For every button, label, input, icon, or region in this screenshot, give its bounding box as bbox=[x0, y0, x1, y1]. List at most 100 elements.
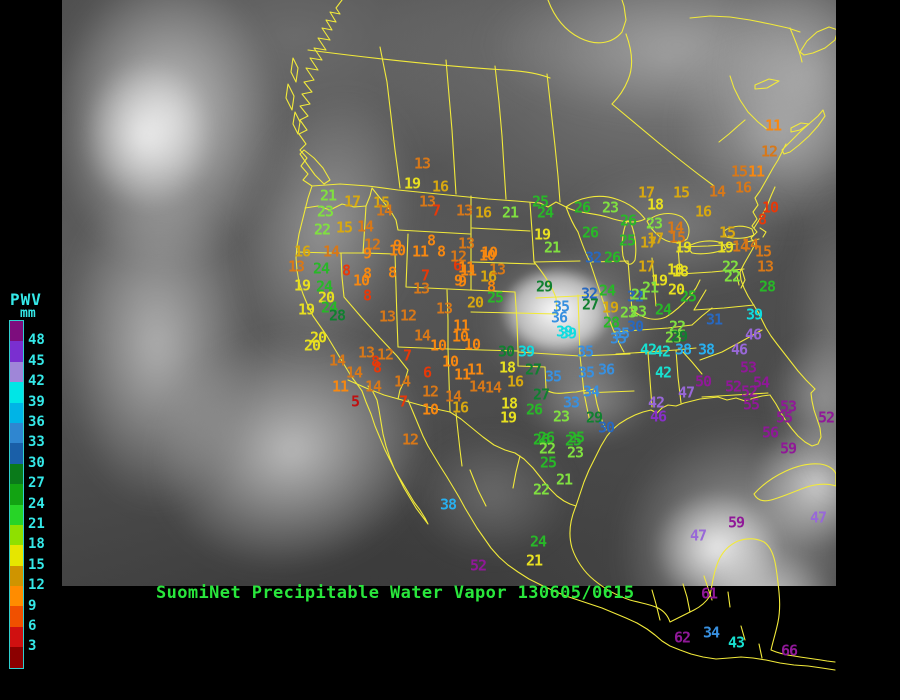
legend-label: 21 bbox=[28, 516, 45, 532]
ar-la-border bbox=[583, 390, 635, 394]
nv-ut-border bbox=[394, 253, 399, 348]
wy-borders bbox=[405, 195, 516, 293]
mexico-state-lines bbox=[455, 412, 521, 507]
bc-alberta-border bbox=[379, 46, 401, 189]
legend-swatch bbox=[10, 321, 23, 342]
sask-manitoba-border bbox=[494, 65, 507, 200]
lake-huron bbox=[646, 212, 690, 244]
ca-nv-border bbox=[340, 252, 409, 400]
legend-colorbar bbox=[9, 320, 24, 669]
ok-panhandle bbox=[517, 350, 547, 389]
legend-swatch bbox=[10, 647, 23, 668]
ut-co-border bbox=[446, 289, 449, 350]
chesapeake-bay bbox=[736, 269, 746, 289]
legend-swatch bbox=[10, 382, 23, 403]
legend-label: 3 bbox=[28, 638, 37, 655]
legend-swatch bbox=[10, 361, 23, 383]
in-oh-border bbox=[651, 257, 657, 307]
newfoundland bbox=[799, 26, 836, 56]
ky-tn-border bbox=[613, 324, 693, 333]
ne-mo-river bbox=[470, 261, 558, 315]
sd-ne-border bbox=[471, 261, 536, 265]
legend-swatch bbox=[10, 402, 23, 423]
legend-swatch bbox=[10, 606, 23, 627]
quebec-north-shore bbox=[689, 15, 803, 63]
legend-swatch bbox=[10, 341, 23, 362]
legend-title: PWV bbox=[10, 290, 42, 309]
legend-label: 33 bbox=[28, 434, 45, 451]
legend-label: 39 bbox=[28, 393, 45, 410]
prince-edward-island bbox=[790, 122, 810, 133]
legend-swatch bbox=[10, 565, 23, 587]
or-ca-nv-border bbox=[296, 251, 396, 255]
legend-label: 9 bbox=[28, 597, 37, 614]
baja-peninsula bbox=[361, 385, 429, 525]
legend-swatch bbox=[10, 443, 23, 464]
nova-scotia bbox=[781, 109, 826, 155]
lake-michigan bbox=[621, 220, 637, 265]
il-in-border bbox=[627, 260, 633, 311]
ia-mo-border bbox=[535, 294, 599, 299]
hudson-james-bay bbox=[547, 0, 633, 105]
al-ga-border bbox=[675, 349, 682, 404]
ut-az-co-nm-border bbox=[397, 346, 519, 352]
mn-wi-border bbox=[565, 206, 579, 233]
coastline-atlantic bbox=[739, 176, 816, 390]
legend-label: 45 bbox=[28, 352, 45, 369]
manitoba-ontario-border bbox=[546, 73, 561, 203]
mo-ar-la-west bbox=[577, 294, 591, 423]
co-ks-border bbox=[514, 291, 519, 352]
anticosti-island bbox=[754, 78, 780, 90]
legend-label: 15 bbox=[28, 556, 45, 573]
ny-quebec-border bbox=[753, 186, 776, 229]
red-river-border bbox=[545, 388, 607, 431]
legend-label: 48 bbox=[28, 332, 45, 349]
wi-il-border bbox=[589, 260, 629, 263]
legend-swatch bbox=[10, 545, 23, 566]
legend-swatch bbox=[10, 504, 23, 525]
nc-sc-border bbox=[699, 329, 763, 361]
ks-ok-border bbox=[517, 351, 581, 357]
long-island bbox=[746, 227, 767, 243]
legend-label: 18 bbox=[28, 536, 45, 553]
mississippi-river bbox=[577, 231, 625, 353]
id-mt-border bbox=[371, 187, 471, 235]
nc-va-border bbox=[693, 304, 755, 311]
pwv-legend: PWV mm 48 45 42 39 36 33 30 27 24 21 18 15 12 9 6 3 bbox=[6, 290, 78, 682]
st-lawrence bbox=[718, 75, 769, 143]
mexico-gulf-coast bbox=[569, 505, 711, 623]
va-wv-border bbox=[689, 279, 707, 311]
nd-sd-border bbox=[471, 227, 531, 232]
coastline-islands bbox=[285, 57, 301, 135]
ky-va-border bbox=[691, 307, 713, 326]
legend-label: 24 bbox=[28, 495, 45, 512]
mo-ar-border bbox=[579, 353, 631, 357]
coastline-mexico-pacific bbox=[407, 399, 836, 671]
territories-border bbox=[307, 49, 551, 79]
legend-swatch bbox=[10, 463, 23, 485]
legend-label: 42 bbox=[28, 373, 45, 390]
ga-fl-border bbox=[701, 392, 769, 398]
ms-al-border bbox=[647, 351, 653, 408]
lake-erie bbox=[686, 240, 727, 255]
legend-unit: mm bbox=[20, 306, 36, 321]
legend-label: 6 bbox=[28, 618, 37, 634]
legend-swatch bbox=[10, 626, 23, 648]
ohio-river bbox=[631, 295, 691, 320]
south-mexico-state-lines bbox=[651, 575, 763, 659]
id-west-border bbox=[362, 187, 373, 254]
legend-label: 30 bbox=[28, 454, 45, 471]
image-caption: SuomiNet Precipitable Water Vapor 130605… bbox=[156, 583, 635, 603]
us-canada-border bbox=[311, 183, 567, 208]
cuba bbox=[753, 463, 836, 502]
ga-sc-border bbox=[682, 351, 703, 375]
legend-label: 12 bbox=[28, 577, 45, 594]
legend-label: 36 bbox=[28, 414, 45, 430]
ontario-quebec-border bbox=[611, 103, 715, 187]
mn-west-border bbox=[529, 202, 581, 263]
coastline-west bbox=[295, 185, 363, 392]
legend-swatch bbox=[10, 524, 23, 546]
coastline-alaska-bc bbox=[298, 0, 343, 187]
lake-superior bbox=[565, 195, 646, 223]
